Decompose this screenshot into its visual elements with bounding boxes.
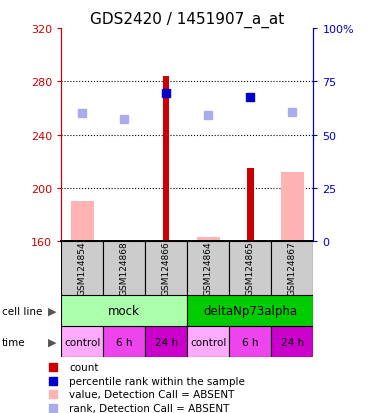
- Text: count: count: [69, 362, 98, 373]
- Text: ▶: ▶: [48, 306, 57, 316]
- Text: time: time: [2, 337, 26, 347]
- Bar: [145, 242, 187, 295]
- Text: percentile rank within the sample: percentile rank within the sample: [69, 376, 245, 386]
- Bar: [145, 326, 187, 357]
- Bar: [229, 326, 272, 357]
- Text: cell line: cell line: [2, 306, 42, 316]
- Bar: [71, 202, 94, 242]
- Text: deltaNp73alpha: deltaNp73alpha: [203, 304, 298, 317]
- Text: 6 h: 6 h: [116, 337, 132, 347]
- Text: control: control: [190, 337, 227, 347]
- Bar: [113, 240, 136, 242]
- Text: GSM124866: GSM124866: [162, 241, 171, 296]
- Text: GSM124854: GSM124854: [78, 241, 87, 296]
- Bar: [247, 169, 254, 242]
- Bar: [272, 242, 313, 295]
- Bar: [272, 326, 313, 357]
- Text: 24 h: 24 h: [281, 337, 304, 347]
- Text: mock: mock: [108, 304, 140, 317]
- Bar: [163, 77, 170, 242]
- Text: 6 h: 6 h: [242, 337, 259, 347]
- Bar: [61, 326, 103, 357]
- Text: GSM124868: GSM124868: [120, 241, 129, 296]
- Bar: [103, 242, 145, 295]
- Text: rank, Detection Call = ABSENT: rank, Detection Call = ABSENT: [69, 403, 229, 413]
- Text: GSM124867: GSM124867: [288, 241, 297, 296]
- Text: ▶: ▶: [48, 337, 57, 347]
- Text: control: control: [64, 337, 101, 347]
- Bar: [187, 295, 313, 326]
- Text: GSM124864: GSM124864: [204, 241, 213, 296]
- Bar: [229, 242, 272, 295]
- Bar: [197, 237, 220, 242]
- Bar: [103, 326, 145, 357]
- Bar: [281, 173, 304, 242]
- Text: value, Detection Call = ABSENT: value, Detection Call = ABSENT: [69, 389, 234, 399]
- Text: 24 h: 24 h: [155, 337, 178, 347]
- Bar: [187, 326, 229, 357]
- Title: GDS2420 / 1451907_a_at: GDS2420 / 1451907_a_at: [90, 12, 285, 28]
- Bar: [61, 242, 103, 295]
- Bar: [61, 295, 187, 326]
- Text: GSM124865: GSM124865: [246, 241, 255, 296]
- Bar: [187, 242, 229, 295]
